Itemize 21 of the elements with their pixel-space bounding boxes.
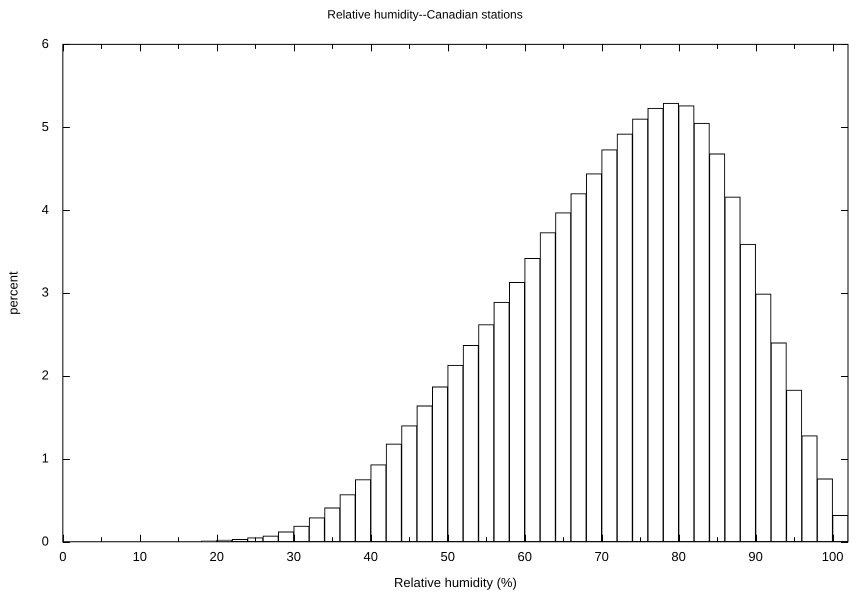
x-tick-label: 0 [59, 549, 66, 564]
x-tick-label: 80 [671, 549, 686, 564]
y-tick-label: 4 [42, 202, 49, 217]
y-tick-label: 5 [42, 118, 49, 134]
x-tick-label: 30 [286, 549, 301, 564]
y-tick-label: 0 [42, 533, 49, 548]
x-tick-label: 70 [594, 549, 609, 564]
y-tick-label: 3 [42, 284, 49, 300]
chart-title: Relative humidity--Canadian stations [327, 8, 523, 22]
x-tick-label: 50 [440, 549, 455, 564]
x-tick-label: 40 [364, 549, 378, 564]
x-tick-label: 60 [517, 549, 532, 564]
y-tick-label: 1 [42, 450, 49, 466]
x-tick-label: 20 [210, 549, 224, 564]
y-tick-label: 6 [42, 36, 49, 51]
x-tick-label: 90 [748, 549, 763, 564]
x-axis-title: Relative humidity (%) [394, 574, 517, 590]
x-tick-label: 10 [132, 549, 148, 564]
x-tick-label: 100 [822, 549, 844, 564]
y-tick-label: 2 [42, 368, 49, 383]
y-axis-title: percent [5, 271, 20, 315]
